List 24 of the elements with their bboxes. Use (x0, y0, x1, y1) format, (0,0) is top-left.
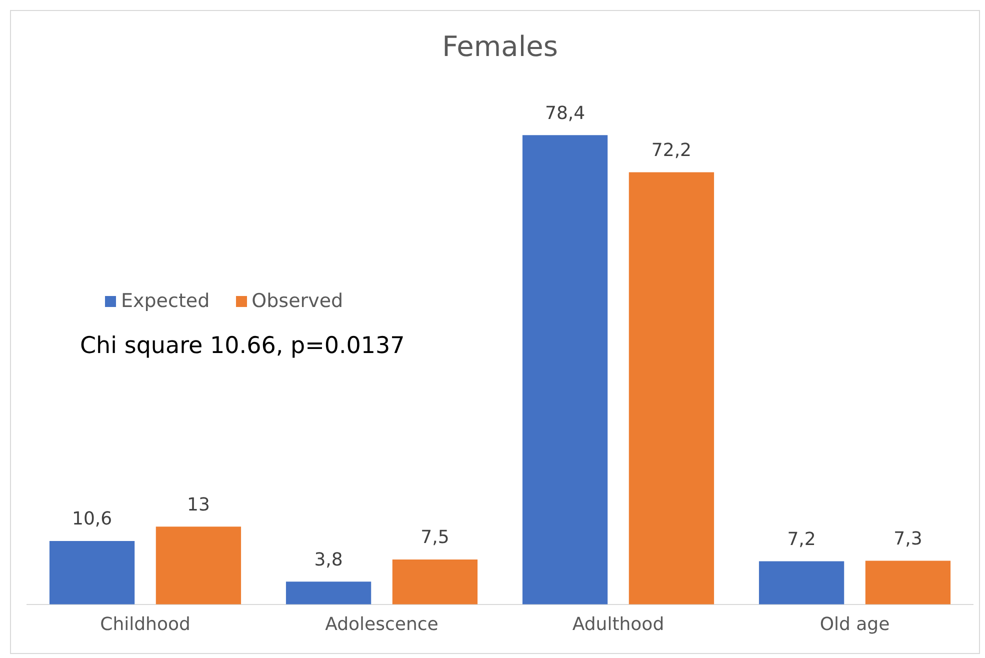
data-label: 10,6 (72, 508, 112, 530)
bar (49, 540, 135, 604)
bar (865, 560, 951, 604)
x-tick-label: Childhood (100, 614, 190, 635)
bar (156, 526, 242, 604)
chart-title: Females (442, 30, 558, 64)
bar (628, 172, 714, 604)
bar (286, 582, 372, 604)
bar (522, 135, 608, 604)
x-tick-label: Adolescence (325, 614, 438, 635)
data-label: 7,3 (894, 528, 922, 550)
x-tick-label: Adulthood (572, 614, 664, 635)
x-tick-label: Old age (820, 614, 890, 635)
bar (758, 561, 844, 604)
legend-label: Observed (250, 290, 344, 312)
data-label: 7,5 (420, 527, 450, 548)
data-label: 72,2 (651, 140, 692, 161)
data-label: 78,4 (545, 102, 586, 124)
data-label: 3,8 (314, 549, 343, 570)
legend-label: Expected (120, 290, 210, 312)
bar (392, 560, 478, 604)
data-label: 7,2 (787, 528, 816, 550)
annotation: Chi square 10.66, p=0.0137 (80, 333, 405, 359)
data-label: 13 (187, 494, 210, 516)
